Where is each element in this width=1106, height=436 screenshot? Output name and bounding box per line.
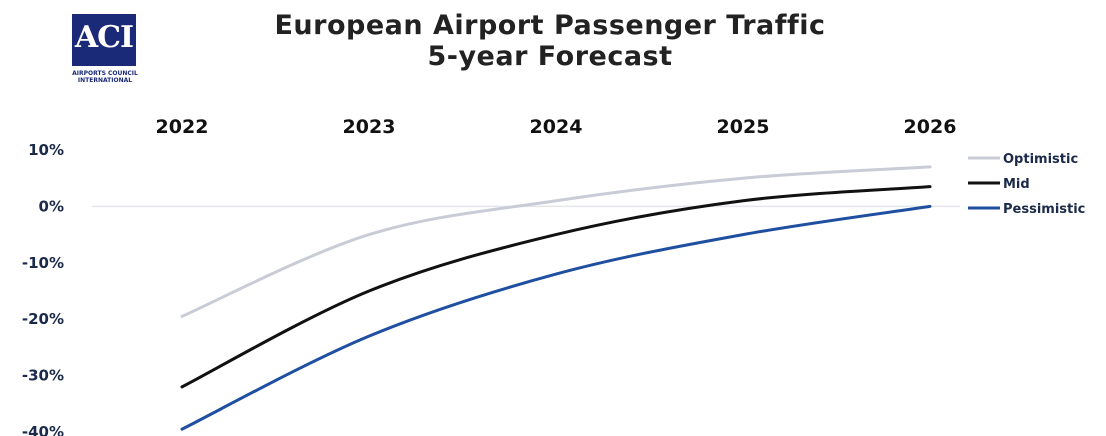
chart-title: European Airport Passenger Traffic bbox=[274, 10, 826, 41]
series-line-optimistic bbox=[180, 165, 932, 318]
y-tick-label: -30% bbox=[22, 367, 64, 385]
series-line-mid bbox=[180, 185, 932, 389]
legend-label-mid: Mid bbox=[1003, 177, 1030, 192]
legend-label-optimistic: Optimistic bbox=[1003, 152, 1078, 167]
x-tick-label: 2025 bbox=[717, 116, 770, 138]
y-tick-label: -40% bbox=[22, 423, 64, 436]
y-tick-label: -20% bbox=[22, 310, 64, 328]
legend-label-pessimistic: Pessimistic bbox=[1003, 202, 1085, 217]
logo-line-1: AIRPORTS COUNCIL bbox=[72, 70, 138, 77]
logo-line-2: INTERNATIONAL bbox=[77, 77, 133, 84]
y-tick-label: -10% bbox=[22, 254, 64, 272]
y-tick-label: 0% bbox=[39, 197, 64, 215]
chart-subtitle: 5-year Forecast bbox=[427, 41, 673, 72]
x-tick-label: 2022 bbox=[156, 116, 209, 138]
x-tick-label: 2024 bbox=[530, 116, 583, 138]
logo-box bbox=[72, 14, 136, 66]
x-tick-label: 2023 bbox=[343, 116, 396, 138]
logo-letters: ACI bbox=[74, 20, 134, 55]
x-tick-label: 2026 bbox=[904, 116, 957, 138]
aci-logo: ACI AIRPORTS COUNCIL INTERNATIONAL bbox=[68, 14, 142, 84]
series-line-pessimistic bbox=[180, 204, 932, 431]
y-tick-label: 10% bbox=[28, 141, 64, 159]
chart-title-block: European Airport Passenger Traffic 5-yea… bbox=[180, 10, 920, 72]
